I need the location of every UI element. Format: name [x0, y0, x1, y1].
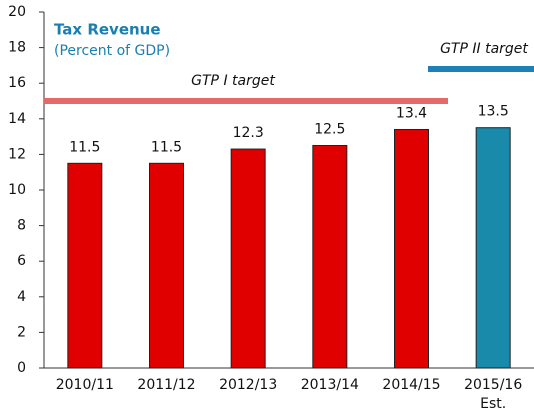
x-tick-label: 2015/16 Est. — [464, 377, 523, 412]
bar — [312, 145, 348, 369]
y-tick-label: 4 — [17, 289, 26, 305]
bar — [149, 162, 184, 369]
value-label: 13.4 — [396, 105, 427, 121]
x-tick-label: 2012/13 — [219, 377, 278, 393]
target-label: GTP I target — [191, 73, 275, 89]
y-tick-label: 20 — [8, 4, 26, 20]
value-label: 12.3 — [233, 125, 264, 141]
chart-title: Tax Revenue — [54, 21, 161, 39]
bar — [394, 128, 429, 369]
bar — [67, 162, 103, 369]
y-tick-label: 10 — [8, 182, 26, 198]
x-tick-label: 2013/14 — [300, 377, 359, 393]
y-tick-label: 6 — [17, 253, 26, 269]
value-label: 13.5 — [478, 104, 509, 120]
y-tick-label: 0 — [17, 360, 26, 376]
bar — [475, 127, 511, 369]
x-tick-label: 2010/11 — [55, 377, 114, 393]
x-tick-label: 2011/12 — [137, 377, 196, 393]
value-label: 12.5 — [314, 122, 345, 138]
chart-subtitle: (Percent of GDP) — [54, 43, 170, 59]
target-label: GTP II target — [440, 41, 528, 57]
y-tick-label: 2 — [17, 324, 26, 340]
value-label: 11.5 — [151, 139, 182, 155]
y-tick-label: 14 — [8, 111, 26, 127]
y-tick-label: 18 — [8, 40, 26, 56]
y-tick-label: 8 — [17, 218, 26, 234]
y-tick-label: 16 — [8, 75, 26, 91]
bar — [230, 148, 266, 369]
x-tick-label: 2014/15 — [382, 377, 441, 393]
y-tick-label: 12 — [8, 146, 26, 162]
value-label: 11.5 — [69, 139, 100, 155]
